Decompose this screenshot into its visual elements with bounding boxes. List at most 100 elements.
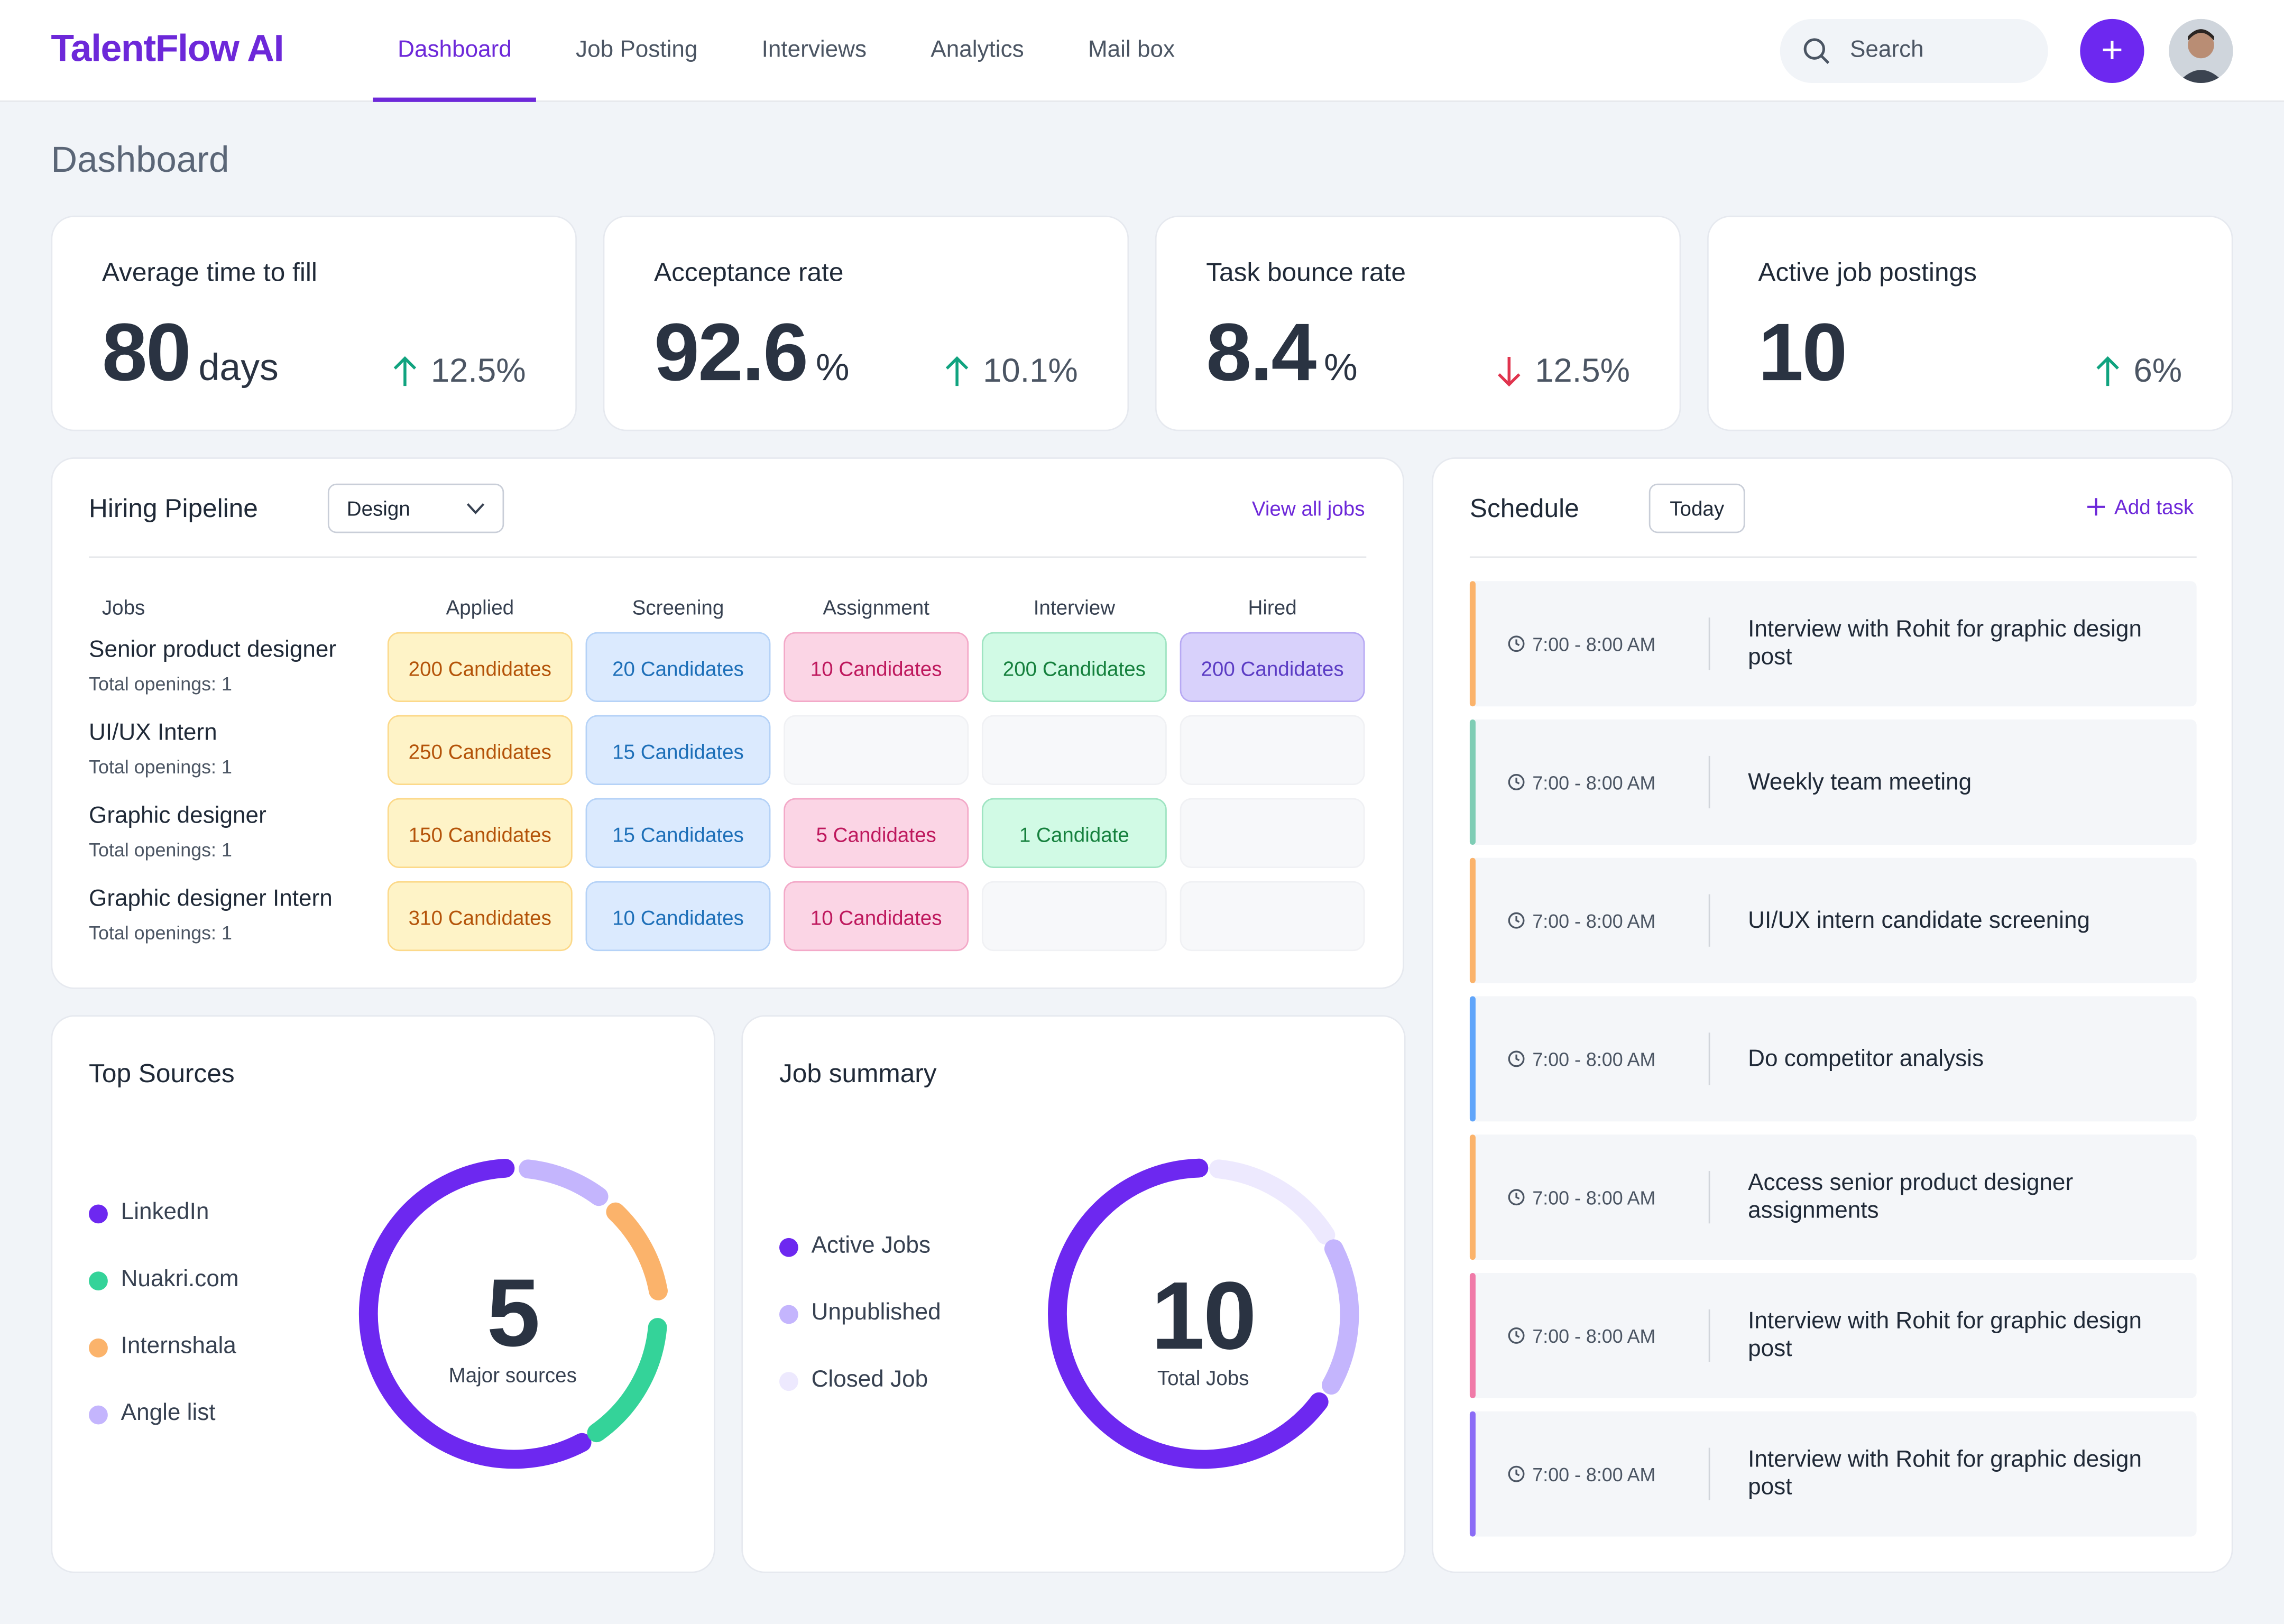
legend-item: Closed Job [779,1368,928,1394]
kpi-number: 80 [102,306,191,398]
job-openings: Total openings: 1 [89,672,232,695]
pipeline-cell-empty [1180,715,1365,785]
schedule-item[interactable]: 7:00 - 8:00 AM Do competitor analysis [1469,996,2197,1122]
schedule-task-label: UI/UX intern candidate screening [1748,908,2090,933]
donut-segment-closed-jobs[interactable] [1209,1159,1336,1245]
legend-label: Angle list [121,1401,216,1426]
schedule-color-bar [1469,996,1476,1122]
pipeline-cell-empty [981,715,1167,785]
pipeline-cell-empty [1180,881,1365,952]
app-logo[interactable]: TalentFlow AI [51,26,284,70]
pipeline-cell-assignment[interactable]: 10 Candidates [784,881,969,952]
column-header-applied: Applied [446,595,514,619]
nav-dashboard[interactable]: Dashboard [373,0,537,102]
schedule-task-label: Access senior product designer assignmen… [1748,1171,2074,1224]
legend-item: Angle list [89,1401,216,1427]
donut-segment-unpublished[interactable] [1321,1239,1359,1395]
job-openings: Total openings: 1 [89,838,232,861]
donut-segment-nuakri[interactable] [587,1318,667,1443]
donut-segment-angle-list[interactable] [519,1159,609,1206]
pipeline-cell-applied[interactable]: 150 Candidates [387,798,573,869]
pipeline-cell-screening[interactable]: 10 Candidates [585,881,771,952]
schedule-time-text: 7:00 - 8:00 AM [1532,909,1656,931]
kpi-value: 92.6% [654,304,850,399]
schedule-item[interactable]: 7:00 - 8:00 AM UI/UX intern candidate scr… [1469,857,2197,983]
arrow-up-icon [393,355,416,385]
donut-center: 10 Total Jobs [1042,1267,1365,1389]
schedule-task-text: Interview with Rohit for graphic design … [1748,1411,2170,1537]
divider [1708,617,1710,670]
donut-segment-active-jobs[interactable] [1048,1158,1329,1469]
pipeline-cell-interview[interactable]: 1 Candidate [981,798,1167,869]
kpi-change-value: 12.5% [1535,350,1630,389]
schedule-item[interactable]: 7:00 - 8:00 AM Access senior product desi… [1469,1134,2197,1260]
pipeline-cell-applied[interactable]: 200 Candidates [387,632,573,702]
avatar[interactable] [2169,19,2233,84]
kpi-change-value: 6% [2133,350,2182,389]
job-openings: Total openings: 1 [89,755,232,778]
kpi-value: 10 [1758,304,1847,399]
add-task-label: Add task [2114,495,2194,519]
nav-interviews[interactable]: Interviews [761,38,867,63]
legend-dot [89,1405,108,1424]
clock-icon [1508,1327,1525,1344]
legend-item: LinkedIn [89,1200,209,1226]
job-openings: Total openings: 1 [89,921,232,944]
schedule-time-text: 7:00 - 8:00 AM [1532,633,1656,655]
pipeline-cell-applied[interactable]: 310 Candidates [387,881,573,952]
divider [1708,755,1710,809]
schedule-task-label: Interview with Rohit for graphic design … [1748,1309,2142,1362]
pipeline-cell-screening[interactable]: 15 Candidates [585,798,771,869]
pipeline-cell-empty [1180,798,1365,869]
today-filter-button[interactable]: Today [1648,483,1745,533]
legend-item: Active Jobs [779,1234,931,1260]
job-title[interactable]: Graphic designer [89,804,266,829]
pipeline-cell-empty [981,881,1167,952]
schedule-color-bar [1469,581,1476,707]
column-header-hired: Hired [1248,595,1297,619]
search-input[interactable]: Search [1780,19,2048,84]
job-title[interactable]: UI/UX Intern [89,721,217,746]
nav-mailbox[interactable]: Mail box [1088,38,1175,63]
pipeline-cell-screening[interactable]: 15 Candidates [585,715,771,785]
user-avatar-icon [2169,19,2233,84]
kpi-card-avg-time: Average time to fill 80 days 12.5% [51,215,577,431]
nav-job-posting[interactable]: Job Posting [576,38,698,63]
job-title[interactable]: Graphic designer Intern [89,887,333,912]
pipeline-cell-applied[interactable]: 250 Candidates [387,715,573,785]
clock-icon [1508,1189,1525,1206]
pipeline-cell-assignment[interactable]: 10 Candidates [784,632,969,702]
job-category-dropdown[interactable]: Design [327,483,504,533]
pipeline-cell-hired[interactable]: 200 Candidates [1180,632,1365,702]
add-button[interactable]: + [2080,19,2144,84]
legend-item: Internshala [89,1334,236,1361]
pipeline-cell-interview[interactable]: 200 Candidates [981,632,1167,702]
schedule-color-bar [1469,719,1476,845]
top-sources-donut [358,1158,668,1469]
divider [1708,1171,1710,1224]
kpi-number: 92.6 [654,306,808,398]
donut-segment-linkedin[interactable] [358,1158,592,1469]
schedule-time: 7:00 - 8:00 AM [1508,1273,1655,1398]
nav-analytics[interactable]: Analytics [931,38,1024,63]
legend-label: Unpublished [811,1300,941,1326]
donut-center: 5 Major sources [351,1264,675,1386]
kpi-unit: % [815,345,850,389]
schedule-item[interactable]: 7:00 - 8:00 AM Weekly team meeting [1469,719,2197,845]
schedule-item[interactable]: 7:00 - 8:00 AM Interview with Rohit for g… [1469,1411,2197,1537]
chevron-down-icon [466,503,485,514]
add-task-button[interactable]: Add task [2085,495,2194,519]
kpi-card-bounce: Task bounce rate 8.4% 12.5% [1155,215,1681,431]
schedule-item[interactable]: 7:00 - 8:00 AM Interview with Rohit for g… [1469,581,2197,707]
kpi-value: 80 days [102,304,279,399]
schedule-card: Schedule Today Add task 7:00 - 8:00 AM In… [1432,457,2233,1573]
schedule-item[interactable]: 7:00 - 8:00 AM Interview with Rohit for g… [1469,1272,2197,1398]
pipeline-cell-screening[interactable]: 20 Candidates [585,632,771,702]
donut-segment-internshala[interactable] [606,1202,668,1300]
view-all-jobs-link[interactable]: View all jobs [1251,496,1365,520]
pipeline-cell-assignment[interactable]: 5 Candidates [784,798,969,869]
job-title[interactable]: Senior product designer [89,638,337,663]
legend-dot [89,1270,108,1290]
schedule-time-text: 7:00 - 8:00 AM [1532,1463,1656,1485]
column-header-assignment: Assignment [823,595,929,619]
